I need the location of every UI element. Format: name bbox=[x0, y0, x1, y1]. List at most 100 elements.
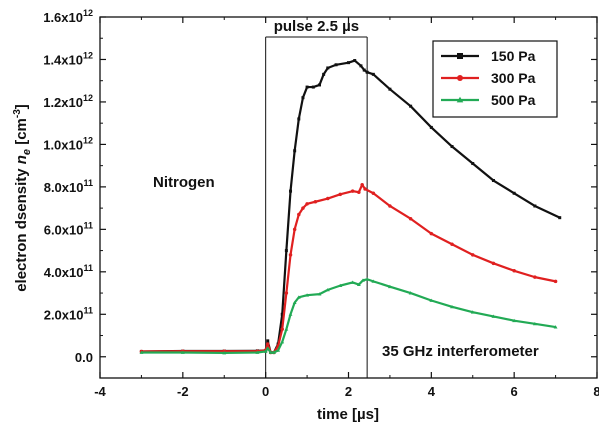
y-tick-label: 1.6x1012 bbox=[43, 8, 93, 25]
pulse-label: pulse 2.5 µs bbox=[274, 18, 359, 35]
data-point bbox=[387, 284, 392, 289]
y-axis-title-unit-close: ] bbox=[13, 104, 30, 109]
data-point bbox=[365, 70, 369, 74]
data-point bbox=[288, 253, 293, 257]
data-point bbox=[457, 75, 463, 81]
data-point bbox=[325, 287, 330, 292]
data-point bbox=[429, 231, 434, 236]
data-point bbox=[450, 304, 454, 309]
data-point bbox=[491, 179, 495, 183]
data-point bbox=[357, 190, 361, 194]
data-point bbox=[388, 204, 392, 208]
data-point bbox=[180, 350, 185, 354]
data-point bbox=[284, 327, 289, 331]
data-point bbox=[311, 85, 315, 89]
data-point bbox=[334, 63, 338, 67]
data-point bbox=[280, 340, 285, 344]
x-tick-label: -2 bbox=[177, 384, 189, 399]
y-axis-title-unit-exponent: -3 bbox=[12, 109, 23, 118]
legend-label: 500 Pa bbox=[491, 92, 536, 108]
data-point bbox=[553, 279, 558, 284]
series-layer bbox=[139, 59, 562, 355]
data-point bbox=[512, 318, 517, 323]
data-point bbox=[284, 291, 289, 295]
data-point bbox=[222, 351, 227, 355]
x-axis: -4 -2 0 2 4 6 8 bbox=[94, 17, 599, 399]
data-point bbox=[512, 269, 516, 273]
data-point bbox=[266, 339, 270, 343]
data-point bbox=[272, 350, 276, 354]
data-point bbox=[350, 189, 355, 193]
legend-label: 150 Pa bbox=[491, 48, 536, 64]
data-point bbox=[301, 206, 305, 210]
y-tick-label: 1.2x1012 bbox=[43, 93, 93, 110]
data-point bbox=[313, 199, 318, 204]
data-point bbox=[457, 53, 463, 59]
data-point bbox=[360, 183, 364, 187]
data-point bbox=[265, 342, 270, 346]
data-point bbox=[293, 149, 297, 153]
gas-label: Nitrogen bbox=[153, 174, 215, 191]
data-point bbox=[350, 280, 355, 284]
y-tick-label: 0.0 bbox=[75, 350, 93, 365]
data-point bbox=[280, 327, 284, 331]
data-point bbox=[456, 96, 464, 103]
y-axis-title-subscript: e bbox=[21, 149, 33, 155]
data-point bbox=[301, 96, 305, 100]
y-axis-title: electron dsensity ne [cm-3] bbox=[12, 104, 33, 292]
x-tick-label: 4 bbox=[428, 384, 436, 399]
data-point bbox=[305, 293, 310, 297]
y-axis-title-symbol: n bbox=[13, 155, 30, 164]
data-point bbox=[268, 350, 273, 354]
x-axis-title: time [µs] bbox=[317, 406, 379, 423]
data-point bbox=[362, 68, 366, 72]
data-point bbox=[408, 216, 413, 221]
data-point bbox=[470, 310, 475, 314]
data-point bbox=[297, 117, 301, 121]
data-point bbox=[317, 292, 322, 296]
data-point bbox=[361, 278, 365, 282]
legend-label: 300 Pa bbox=[491, 70, 536, 86]
y-tick-label: 1.4x1012 bbox=[43, 50, 93, 67]
data-point bbox=[533, 275, 537, 279]
data-point bbox=[371, 279, 376, 283]
data-point bbox=[532, 321, 537, 326]
y-tick-label: 1.0x1012 bbox=[43, 135, 93, 152]
data-point bbox=[322, 72, 326, 76]
data-point bbox=[450, 145, 454, 149]
data-point bbox=[276, 348, 281, 352]
instrument-label: 35 GHz interferometer bbox=[382, 343, 539, 360]
data-point bbox=[338, 192, 342, 197]
data-point bbox=[371, 191, 376, 196]
data-point bbox=[255, 350, 260, 354]
data-point bbox=[284, 249, 288, 253]
data-point bbox=[471, 162, 475, 166]
data-point bbox=[305, 202, 309, 206]
data-point bbox=[363, 187, 367, 191]
x-tick-label: 8 bbox=[593, 384, 599, 399]
data-point bbox=[139, 350, 144, 354]
data-point bbox=[533, 204, 537, 208]
data-point bbox=[512, 191, 516, 195]
y-axis-title-main: electron dsensity bbox=[13, 164, 30, 292]
data-point bbox=[318, 83, 322, 87]
data-point bbox=[408, 291, 413, 295]
y-tick-label: 8.0x1011 bbox=[44, 178, 93, 195]
data-point bbox=[471, 253, 475, 257]
series-500-pa bbox=[139, 277, 558, 355]
data-point bbox=[429, 298, 434, 302]
data-point bbox=[353, 59, 357, 63]
data-point bbox=[409, 104, 413, 108]
data-point bbox=[326, 66, 330, 70]
y-axis: 1.6x1012 1.4x1012 1.2x1012 1.0x1012 8.0x1011… bbox=[43, 8, 597, 365]
data-point bbox=[553, 325, 558, 329]
data-point bbox=[491, 261, 496, 266]
series-300-pa bbox=[139, 183, 558, 355]
data-point bbox=[359, 64, 363, 68]
data-point bbox=[371, 72, 375, 76]
y-tick-label: 2.0x1011 bbox=[44, 305, 93, 322]
x-tick-label: 6 bbox=[511, 384, 518, 399]
data-point bbox=[292, 227, 297, 232]
data-point bbox=[491, 314, 496, 318]
